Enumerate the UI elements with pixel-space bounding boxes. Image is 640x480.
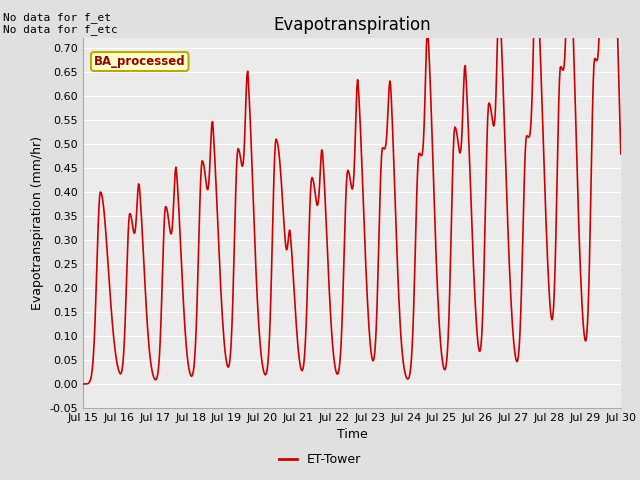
Text: BA_processed: BA_processed — [94, 55, 186, 68]
Y-axis label: Evapotranspiration (mm/hr): Evapotranspiration (mm/hr) — [31, 136, 44, 310]
X-axis label: Time: Time — [337, 429, 367, 442]
Title: Evapotranspiration: Evapotranspiration — [273, 16, 431, 34]
Legend: ET-Tower: ET-Tower — [273, 448, 367, 471]
Text: No data for f_et
No data for f_etc: No data for f_et No data for f_etc — [3, 12, 118, 36]
